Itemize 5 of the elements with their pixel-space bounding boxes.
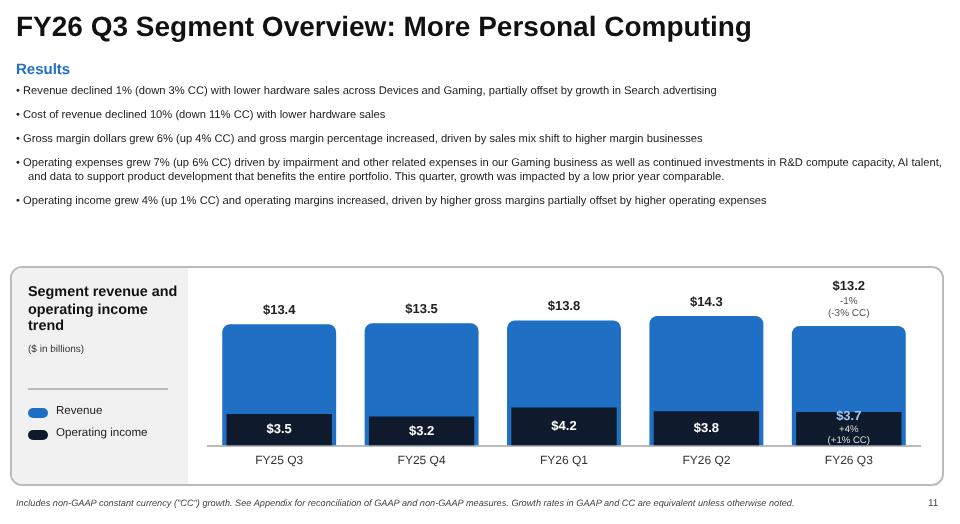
chart-title: FY26 Q3 Segment Overview: More Personal Computing (16, 10, 752, 42)
bar (226, 413, 332, 446)
bar (368, 416, 475, 446)
bar (511, 407, 617, 446)
bar (653, 411, 760, 446)
